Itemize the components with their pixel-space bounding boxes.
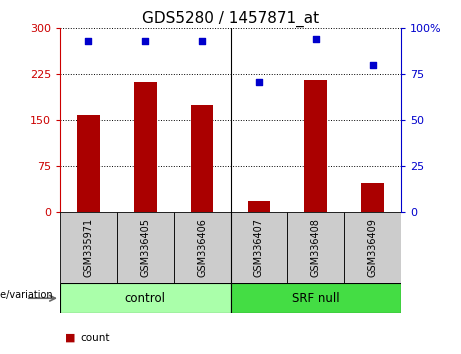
Point [255, 79, 263, 85]
Point [369, 62, 376, 68]
Point [142, 38, 149, 44]
Text: count: count [81, 333, 110, 343]
Bar [361, 183, 384, 212]
Point [312, 36, 319, 42]
Bar [230, 283, 401, 313]
Text: SRF null: SRF null [292, 292, 340, 305]
Bar [60, 283, 230, 313]
Bar [174, 212, 230, 283]
Bar [304, 80, 327, 212]
Text: ■: ■ [65, 333, 75, 343]
Text: genotype/variation: genotype/variation [0, 290, 53, 300]
Bar [287, 212, 344, 283]
Bar [248, 201, 270, 212]
Point [85, 38, 92, 44]
Bar [60, 212, 117, 283]
Bar [230, 212, 287, 283]
Text: GSM336405: GSM336405 [140, 218, 150, 277]
Bar [77, 115, 100, 212]
Text: GSM336409: GSM336409 [367, 218, 378, 277]
Text: GSM336408: GSM336408 [311, 218, 321, 277]
Text: GSM336407: GSM336407 [254, 218, 264, 277]
Title: GDS5280 / 1457871_at: GDS5280 / 1457871_at [142, 11, 319, 27]
Text: GSM335971: GSM335971 [83, 218, 94, 278]
Bar [344, 212, 401, 283]
Point [198, 38, 206, 44]
Text: GSM336406: GSM336406 [197, 218, 207, 277]
Bar [134, 82, 157, 212]
Bar [191, 105, 213, 212]
Text: control: control [125, 292, 165, 305]
Bar [117, 212, 174, 283]
